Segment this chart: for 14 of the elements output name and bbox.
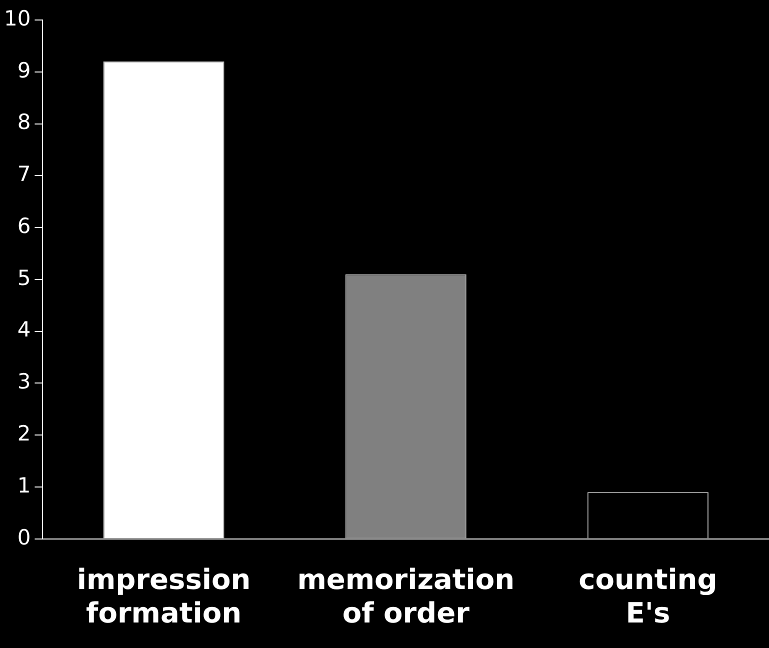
y-tick-label: 5 — [17, 266, 31, 290]
y-tick-label: 3 — [17, 370, 31, 394]
y-tick-label: 4 — [17, 318, 31, 342]
x-tick-label: memorization of order — [297, 562, 515, 630]
y-tick-label: 7 — [17, 162, 31, 186]
y-tick-label: 6 — [17, 214, 31, 238]
x-tick-label: counting E's — [578, 562, 718, 630]
y-tick-label: 8 — [17, 110, 31, 134]
y-tick-label: 1 — [17, 473, 31, 498]
y-tick-label: 0 — [17, 525, 31, 550]
x-tick-label: impression formation — [76, 562, 251, 630]
y-tick-label: 2 — [17, 421, 31, 446]
y-tick-label: 10 — [4, 6, 31, 30]
y-tick-label: 9 — [17, 58, 31, 82]
